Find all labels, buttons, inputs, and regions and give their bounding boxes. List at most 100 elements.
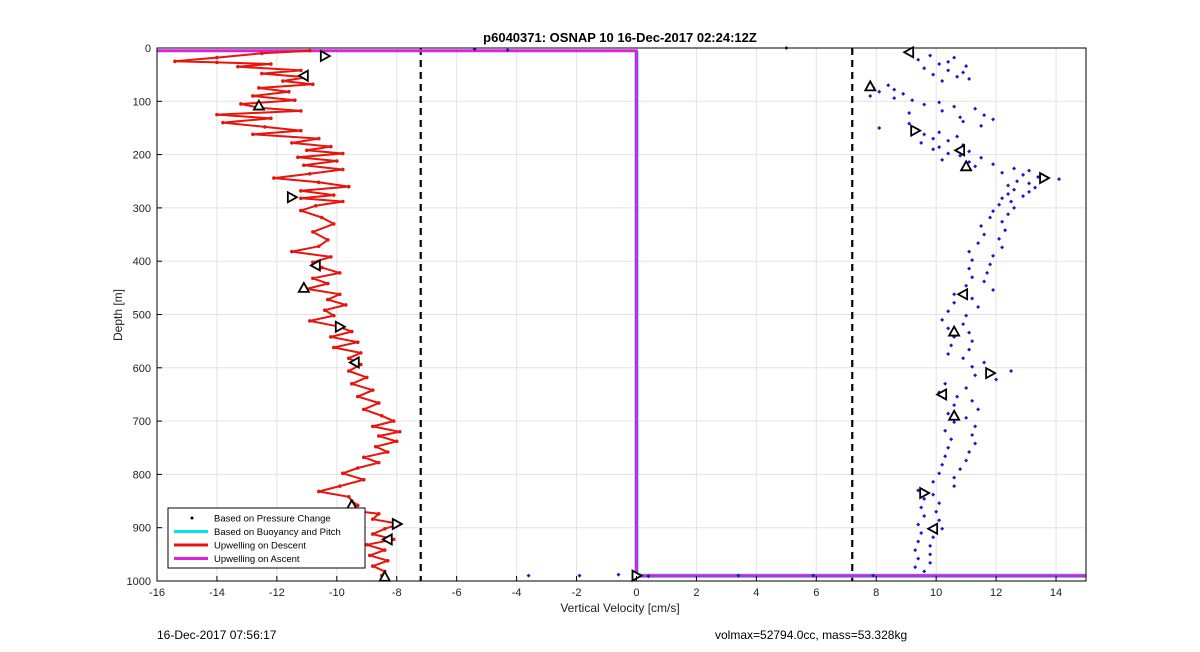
descent-point bbox=[329, 144, 333, 149]
descent-point bbox=[355, 466, 360, 470]
triangle-marker bbox=[902, 45, 915, 59]
pressure-point bbox=[931, 72, 936, 77]
pressure-point bbox=[952, 484, 957, 489]
pressure-point bbox=[1012, 187, 1017, 192]
pressure-point bbox=[970, 398, 975, 403]
y-tick-label: 900 bbox=[133, 523, 151, 535]
pressure-point bbox=[1012, 166, 1017, 171]
pressure-point bbox=[991, 253, 996, 258]
x-tick-label: 6 bbox=[813, 587, 819, 599]
pressure-point bbox=[526, 573, 531, 578]
pressure-point bbox=[919, 531, 924, 536]
pressure-point bbox=[577, 573, 582, 578]
pressure-point bbox=[907, 121, 912, 126]
pressure-point bbox=[928, 560, 933, 565]
triangle-marker bbox=[378, 569, 392, 582]
pressure-point bbox=[940, 317, 945, 322]
descent-point bbox=[326, 281, 330, 286]
pressure-point bbox=[946, 309, 951, 314]
descent-point bbox=[215, 112, 219, 117]
descent-point bbox=[364, 375, 369, 380]
pressure-point bbox=[967, 249, 972, 254]
pressure-point bbox=[1033, 185, 1038, 190]
x-tick-label: 2 bbox=[693, 587, 699, 599]
pressure-point bbox=[946, 326, 951, 331]
grid bbox=[156, 47, 1086, 582]
pressure-point bbox=[976, 241, 981, 246]
pressure-point bbox=[979, 123, 984, 128]
pressure-point bbox=[1009, 368, 1014, 373]
pressure-point bbox=[616, 572, 621, 577]
descent-point bbox=[287, 89, 291, 94]
pressure-point bbox=[976, 305, 981, 310]
pressure-point bbox=[1027, 181, 1032, 186]
pressure-point bbox=[946, 138, 951, 143]
pressure-point bbox=[922, 496, 927, 501]
descent-point bbox=[385, 558, 390, 563]
descent-point bbox=[239, 102, 243, 106]
pressure-point bbox=[907, 111, 912, 116]
pressure-point bbox=[919, 140, 924, 145]
legend-label: Based on Pressure Change bbox=[214, 514, 331, 525]
pressure-point bbox=[952, 104, 957, 109]
pressure-point bbox=[922, 569, 927, 574]
descent-point bbox=[317, 489, 321, 494]
descent-point bbox=[329, 335, 333, 339]
y-tick-label: 0 bbox=[145, 43, 151, 55]
descent-point bbox=[370, 517, 375, 521]
descent-point bbox=[299, 196, 303, 201]
pressure-point bbox=[931, 136, 936, 141]
descent-point bbox=[269, 62, 273, 66]
pressure-point bbox=[973, 106, 978, 111]
pressure-point bbox=[949, 343, 954, 348]
legend-label: Upwelling on Ascent bbox=[214, 554, 300, 565]
pressure-point bbox=[973, 373, 978, 378]
descent-point bbox=[346, 494, 351, 499]
pressure-point bbox=[1021, 172, 1026, 177]
descent-point bbox=[263, 125, 267, 129]
y-tick-labels: 0 100 200 300 400 500 600 700 800 900 1000 bbox=[127, 43, 162, 588]
pressure-point bbox=[940, 462, 945, 467]
descent-point bbox=[296, 155, 300, 160]
pressure-point bbox=[970, 432, 975, 437]
triangle-marker bbox=[959, 159, 973, 172]
descent-point bbox=[173, 59, 177, 64]
pressure-point bbox=[979, 224, 984, 229]
descent-point bbox=[397, 429, 402, 434]
pressure-point bbox=[955, 134, 960, 139]
pressure-point bbox=[958, 467, 963, 472]
descent-point bbox=[299, 68, 303, 73]
triangle-marker bbox=[286, 190, 299, 204]
triangle-marker bbox=[380, 532, 393, 546]
pressure-point bbox=[946, 151, 951, 156]
pressure-point bbox=[967, 266, 972, 271]
descent-point bbox=[341, 199, 345, 204]
descent-point bbox=[260, 51, 264, 56]
pressure-point bbox=[931, 479, 936, 484]
pressure-point bbox=[886, 83, 891, 88]
pressure-point bbox=[979, 155, 984, 160]
descent-point bbox=[215, 60, 219, 65]
descent-point bbox=[308, 319, 312, 323]
descent-point bbox=[338, 271, 342, 275]
pressure-point bbox=[1003, 228, 1008, 233]
triangle-marker bbox=[631, 569, 644, 583]
pressure-point bbox=[922, 513, 927, 518]
x-tick-label: -10 bbox=[329, 587, 345, 599]
descent-point bbox=[305, 148, 309, 153]
pressure-point bbox=[964, 386, 969, 391]
descent-point bbox=[290, 249, 294, 254]
descent-point bbox=[358, 351, 363, 355]
triangle-marker bbox=[391, 517, 404, 531]
pressure-point bbox=[964, 64, 969, 69]
pressure-point bbox=[937, 501, 942, 506]
triangle-marker bbox=[985, 366, 997, 380]
pressure-point bbox=[952, 300, 957, 305]
y-tick-label: 800 bbox=[133, 469, 151, 481]
triangle-marker bbox=[910, 124, 923, 138]
descent-point bbox=[338, 484, 342, 488]
pressure-point bbox=[991, 287, 996, 292]
pressure-point bbox=[1006, 183, 1011, 188]
x-tick-label: -4 bbox=[512, 587, 522, 599]
